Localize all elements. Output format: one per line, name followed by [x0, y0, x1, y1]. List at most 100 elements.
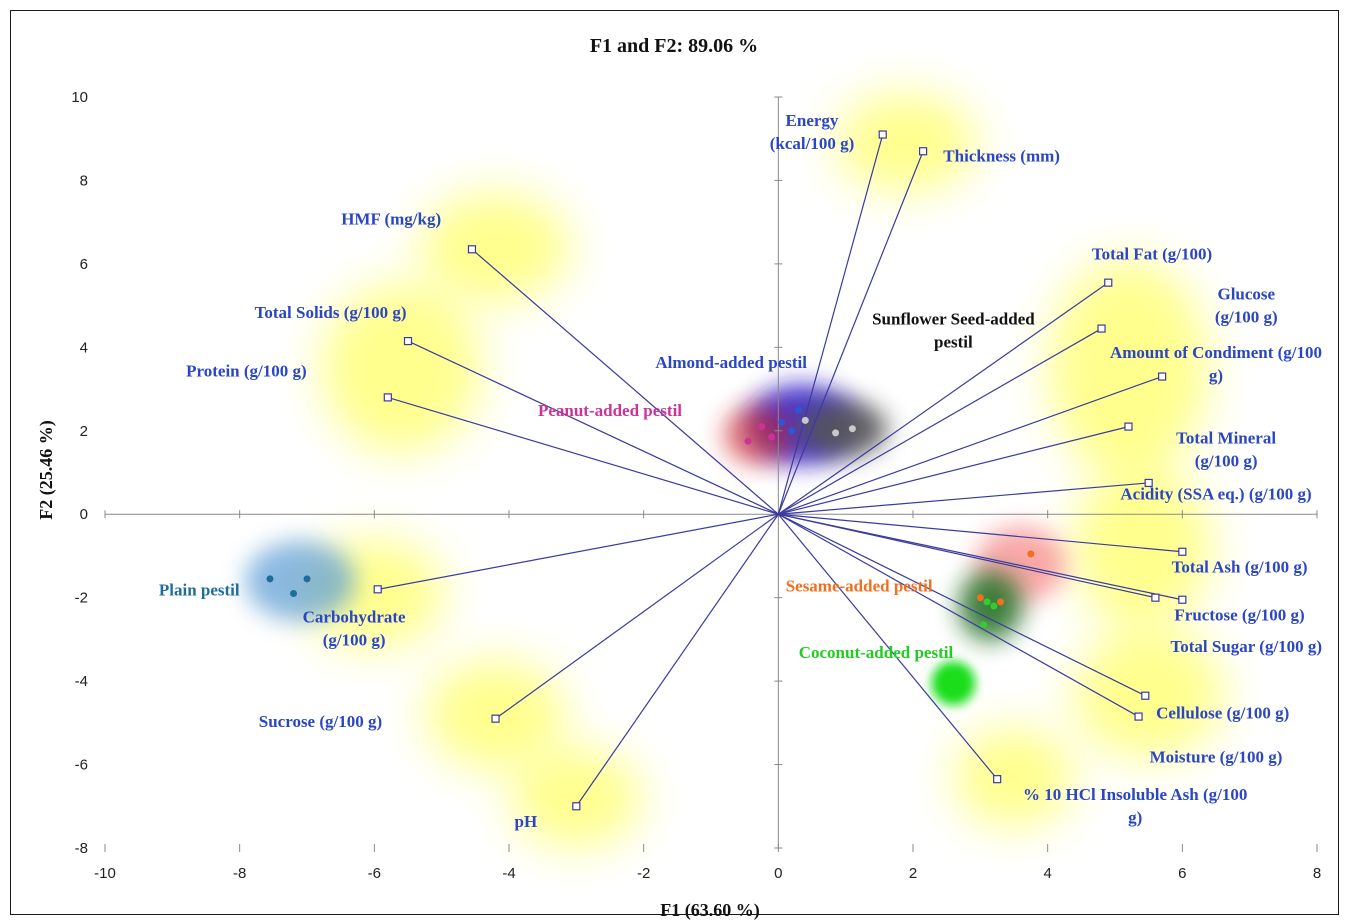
y-tick-label: 2: [80, 423, 88, 440]
x-tick-label: 6: [1178, 865, 1186, 882]
observation-label: Almond-added pestil: [655, 353, 807, 372]
variable-label: Total Solids (g/100 g): [255, 303, 407, 322]
x-tick-label: -10: [94, 865, 116, 882]
y-tick-label: 10: [71, 89, 88, 106]
y-tick-label: -2: [75, 590, 88, 607]
observation-point: [980, 621, 988, 629]
observation-label: Sesame-added pestil: [786, 576, 933, 595]
observation-point: [290, 589, 298, 597]
variable-marker: [1151, 593, 1160, 602]
variable-marker: [1158, 372, 1167, 381]
observation-label: Plain pestil: [159, 581, 240, 600]
variable-vector: [777, 513, 998, 780]
plain-glow: [245, 540, 356, 621]
variable-label: Total Ash (g/100 g): [1172, 558, 1308, 577]
variable-label: Protein (g/100 g): [186, 362, 307, 381]
variable-vector: [471, 248, 779, 515]
variable-marker: [1104, 278, 1113, 287]
variable-glow: [1048, 258, 1209, 479]
variable-label: Sucrose (g/100 g): [259, 712, 382, 731]
variable-label: Thickness (mm): [943, 147, 1060, 166]
y-axis-title: F2 (25.46 %): [36, 420, 57, 519]
variable-vector: [778, 513, 1183, 553]
observation-point: [1027, 550, 1035, 558]
y-tick-label: -4: [75, 673, 88, 690]
variable-marker: [993, 775, 1002, 784]
observation-label: Sunflower Seed-added pestil: [872, 309, 1035, 351]
observation-point: [832, 429, 840, 437]
variable-vector: [495, 513, 779, 720]
variable-label: Cellulose (g/100 g): [1156, 704, 1289, 723]
variable-glow: [420, 192, 571, 303]
y-tick-label: 6: [80, 256, 88, 273]
observation-point: [990, 602, 998, 610]
variable-vector: [777, 282, 1109, 515]
observation-point: [744, 437, 752, 445]
variable-label: HMF (mg/kg): [341, 209, 441, 228]
x-tick-label: -2: [637, 865, 650, 882]
observation-point: [788, 427, 796, 435]
highlight-glows: [245, 92, 1224, 848]
observation-label: Coconut-added pestil: [799, 643, 954, 662]
x-tick-label: -6: [368, 865, 381, 882]
variable-marker: [878, 130, 887, 139]
variable-vector: [777, 134, 884, 515]
x-tick-label: 8: [1313, 865, 1321, 882]
chart-labels: Energy (kcal/100 g) Thickness (mm) HMF (mg/…: [159, 111, 1322, 831]
observation-point: [795, 406, 803, 414]
variable-vector: [778, 375, 1163, 515]
variable-label: Amount of Condiment (g/100 g): [1110, 343, 1322, 385]
variable-marker: [1124, 422, 1133, 431]
variable-label: Moisture (g/100 g): [1150, 747, 1283, 766]
variable-marker: [918, 147, 928, 156]
variable-label: Total Fat (g/100): [1092, 245, 1212, 264]
variable-vector: [778, 482, 1149, 515]
y-tick-label: 0: [80, 506, 88, 523]
observation-point: [983, 598, 991, 606]
variable-vector: [387, 396, 779, 515]
x-tick-label: -8: [233, 865, 246, 882]
variable-marker: [1134, 712, 1143, 721]
y-tick-label: 8: [80, 172, 88, 189]
observation-point: [303, 575, 311, 583]
variable-marker: [1097, 324, 1106, 333]
observation-point: [266, 575, 274, 583]
variable-glow: [425, 659, 566, 770]
variable-marker: [1178, 595, 1187, 604]
variable-marker: [403, 336, 413, 346]
variable-marker: [383, 393, 392, 402]
variable-glow: [511, 747, 642, 848]
variable-marker: [373, 585, 382, 594]
x-tick-label: -4: [502, 865, 515, 882]
variable-vector: [575, 513, 779, 807]
observation-label: Peanut-added pestil: [538, 401, 682, 420]
variable-label: Total Mineral (g/100 g): [1176, 428, 1276, 470]
x-tick-label: 4: [1043, 865, 1051, 882]
variable-marker: [572, 802, 581, 811]
variable-vectors: [373, 130, 1187, 811]
variable-vector: [778, 328, 1102, 515]
variable-label: Glucose (g/100 g): [1215, 284, 1278, 326]
variable-glow: [836, 92, 977, 193]
variable-marker: [1178, 547, 1187, 556]
variable-vector: [778, 513, 1139, 718]
variable-glow: [321, 283, 482, 454]
y-tick-label: -8: [75, 840, 88, 857]
variable-label: pH: [514, 812, 537, 831]
variable-marker: [1141, 691, 1150, 700]
observation-point: [768, 433, 776, 441]
chart-title: F1 and F2: 89.06 %: [590, 35, 758, 57]
variable-label: Energy (kcal/100 g): [770, 111, 855, 153]
y-tick-label: 4: [80, 339, 88, 356]
variable-label: % 10 HCl Insoluble Ash (g/100 g): [1023, 785, 1247, 827]
variable-label: Acidity (SSA eq.) (g/100 g): [1120, 485, 1311, 504]
variable-vector: [778, 513, 1146, 697]
variable-label: Total Sugar (g/100 g): [1170, 637, 1322, 656]
x-tick-label: 2: [909, 865, 917, 882]
variable-vector: [778, 513, 1156, 599]
observation-points: [266, 406, 1035, 629]
variable-label: Fructose (g/100 g): [1174, 606, 1304, 625]
variable-label: Carbohydrate (g/100 g): [303, 608, 406, 650]
observation-point: [976, 594, 984, 602]
